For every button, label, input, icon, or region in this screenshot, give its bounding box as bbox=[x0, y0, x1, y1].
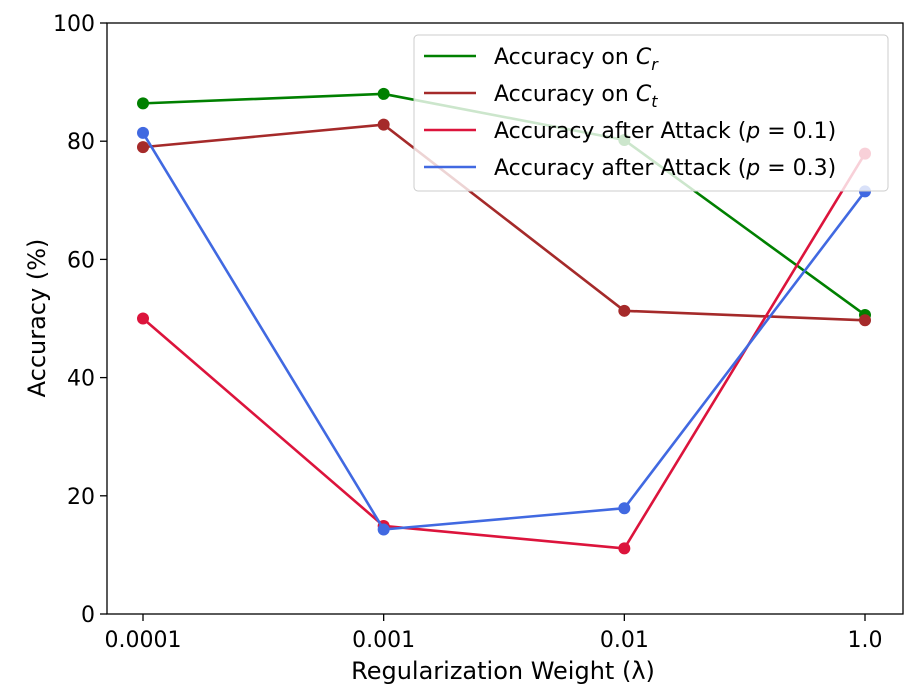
x-tick-label: 0.0001 bbox=[105, 628, 182, 653]
data-point bbox=[137, 97, 149, 109]
y-tick-label: 80 bbox=[67, 130, 95, 155]
data-point bbox=[618, 542, 630, 554]
legend-label: Accuracy after Attack (p = 0.3) bbox=[494, 156, 836, 181]
y-tick-label: 40 bbox=[67, 367, 95, 392]
series-line-3 bbox=[143, 154, 865, 549]
x-tick-label: 1.0 bbox=[848, 628, 883, 653]
line-chart: 0 20 40 60 80 100 0.0001 0.001 0.01 1.0 Accuracy… bbox=[0, 0, 914, 697]
chart-svg: 0 20 40 60 80 100 0.0001 0.001 0.01 1.0 Accuracy… bbox=[0, 0, 914, 697]
y-tick-label: 0 bbox=[81, 603, 95, 628]
data-point bbox=[859, 314, 871, 326]
data-point bbox=[137, 141, 149, 153]
y-tick-label: 20 bbox=[67, 485, 95, 510]
data-point bbox=[378, 88, 390, 100]
data-point bbox=[378, 523, 390, 535]
data-point bbox=[137, 127, 149, 139]
x-tick-label: 0.001 bbox=[352, 628, 415, 653]
data-point bbox=[618, 305, 630, 317]
legend: Accuracy on Cr Accuracy on Ct Accuracy aft… bbox=[414, 35, 888, 191]
legend-label: Accuracy on Ct bbox=[494, 82, 658, 111]
data-point bbox=[378, 119, 390, 131]
x-axis: 0.0001 0.001 0.01 1.0 bbox=[105, 614, 883, 653]
x-tick-label: 0.01 bbox=[600, 628, 649, 653]
y-axis-label: Accuracy (%) bbox=[23, 239, 51, 398]
series-3 bbox=[137, 148, 871, 555]
y-tick-label: 100 bbox=[53, 12, 95, 37]
y-axis: 0 20 40 60 80 100 bbox=[53, 12, 107, 628]
legend-label: Accuracy after Attack (p = 0.1) bbox=[494, 119, 836, 144]
data-point bbox=[618, 502, 630, 514]
data-point bbox=[137, 313, 149, 325]
legend-label: Accuracy on Cr bbox=[494, 45, 659, 74]
y-tick-label: 60 bbox=[67, 248, 95, 273]
x-axis-label: Regularization Weight (λ) bbox=[351, 657, 655, 685]
